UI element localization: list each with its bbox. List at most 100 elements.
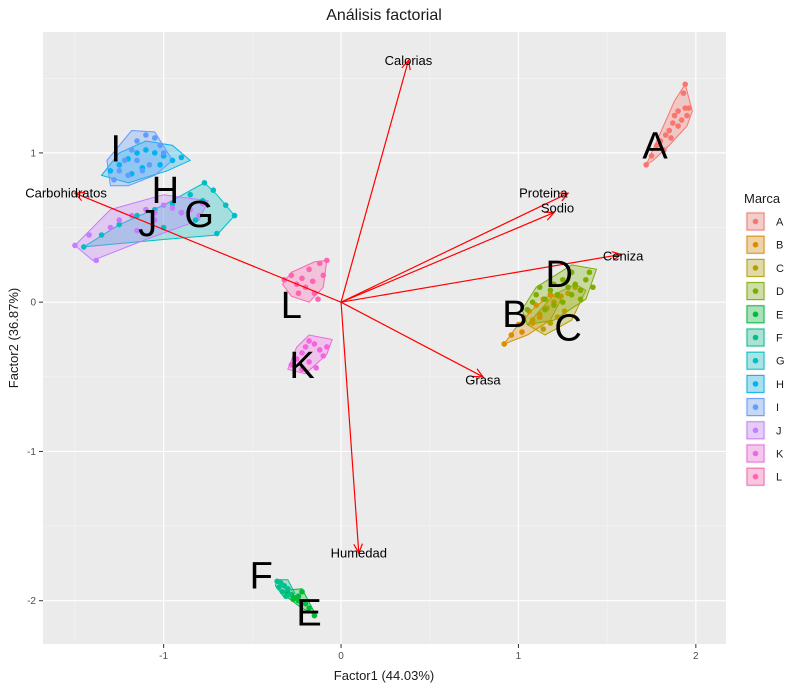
plot-panel: [43, 32, 726, 644]
point-a: [671, 112, 678, 119]
point-f: [283, 593, 289, 600]
point-c: [561, 308, 568, 314]
point-h: [169, 157, 176, 164]
point-j: [178, 209, 185, 216]
legend-key-point: [752, 288, 759, 294]
x-tick-label: 2: [693, 651, 699, 662]
legend-label-e: E: [776, 309, 783, 321]
point-k: [316, 347, 323, 353]
point-d: [542, 296, 548, 302]
point-i: [160, 150, 167, 156]
point-l: [320, 272, 327, 279]
point-k: [288, 362, 295, 368]
point-j: [160, 202, 167, 208]
point-j: [196, 212, 202, 219]
point-d: [572, 281, 579, 288]
point-f: [279, 588, 286, 595]
hull-h: [100, 140, 192, 184]
group-label-f: F: [250, 555, 273, 597]
point-j: [72, 242, 78, 249]
legend-label-j: J: [776, 425, 782, 437]
point-h: [157, 162, 163, 168]
point-c: [536, 311, 543, 317]
legend-key-point: [752, 404, 759, 410]
point-j: [169, 205, 176, 211]
point-k: [324, 344, 330, 350]
legend-label-b: B: [776, 240, 783, 252]
point-d: [590, 284, 596, 291]
x-tick-label: -1: [159, 651, 168, 662]
vector-label-carbohidratos: Carbohidratos: [25, 186, 107, 201]
point-a: [685, 105, 692, 111]
vector-humedad: [340, 302, 360, 553]
point-e: [299, 588, 305, 595]
point-d: [559, 299, 566, 305]
point-c: [540, 326, 547, 332]
group-label-b: B: [502, 294, 527, 336]
point-c: [547, 320, 554, 326]
point-b: [501, 341, 508, 347]
point-g: [210, 187, 217, 194]
x-tick-label: 1: [516, 651, 522, 662]
point-b: [515, 321, 522, 328]
group-hulls: [74, 82, 693, 617]
group-label-d: D: [546, 254, 573, 296]
point-g: [192, 217, 199, 223]
point-d: [533, 291, 539, 298]
point-a: [648, 153, 655, 159]
legend-label-h: H: [776, 379, 784, 391]
point-k: [302, 344, 309, 350]
vector-carbohidratos: [74, 192, 342, 303]
legend-label-i: I: [776, 402, 779, 414]
point-a: [657, 138, 664, 144]
point-d: [542, 306, 548, 313]
point-g: [116, 221, 123, 228]
point-k: [320, 353, 327, 359]
point-e: [295, 593, 302, 600]
point-f: [285, 585, 291, 592]
point-i: [143, 132, 149, 138]
vector-label-ceniza: Ceniza: [603, 248, 644, 263]
legend-key-point: [752, 450, 759, 457]
group-label-l: L: [281, 285, 302, 327]
hull-k: [287, 334, 333, 375]
arrowhead-sodio: [543, 211, 556, 221]
point-a: [675, 123, 681, 129]
point-a: [675, 108, 681, 114]
point-a: [680, 90, 687, 96]
legend-label-a: A: [776, 217, 784, 229]
point-l: [295, 290, 302, 297]
point-g: [214, 230, 220, 237]
arrowhead-grasa: [472, 368, 485, 378]
legend-key-point: [752, 241, 759, 248]
point-d: [559, 276, 566, 283]
point-j: [143, 206, 149, 213]
point-d: [551, 302, 557, 308]
arrowhead-proteina: [558, 192, 570, 202]
point-g: [187, 191, 194, 198]
point-k: [311, 341, 318, 347]
legend-key-point: [752, 311, 759, 318]
legend-key-point: [752, 357, 759, 364]
point-k: [299, 366, 305, 373]
hull-j: [74, 194, 209, 261]
legend-key-point: [752, 218, 759, 225]
group-label-k: K: [289, 345, 314, 387]
point-j: [151, 217, 158, 223]
point-j: [116, 217, 123, 223]
legend-key-point: [752, 473, 759, 480]
point-h: [116, 162, 123, 168]
point-a: [684, 112, 690, 119]
point-h: [151, 150, 158, 156]
legend-label-l: L: [776, 472, 782, 484]
point-b: [519, 329, 525, 335]
point-a: [668, 135, 674, 141]
group-label-j: J: [138, 203, 157, 245]
legend-label-c: C: [776, 263, 784, 275]
y-axis-title: Factor2 (36.87%): [6, 288, 21, 388]
point-g: [81, 244, 87, 250]
vector-label-proteina: Proteina: [519, 186, 568, 201]
point-a: [666, 127, 673, 134]
